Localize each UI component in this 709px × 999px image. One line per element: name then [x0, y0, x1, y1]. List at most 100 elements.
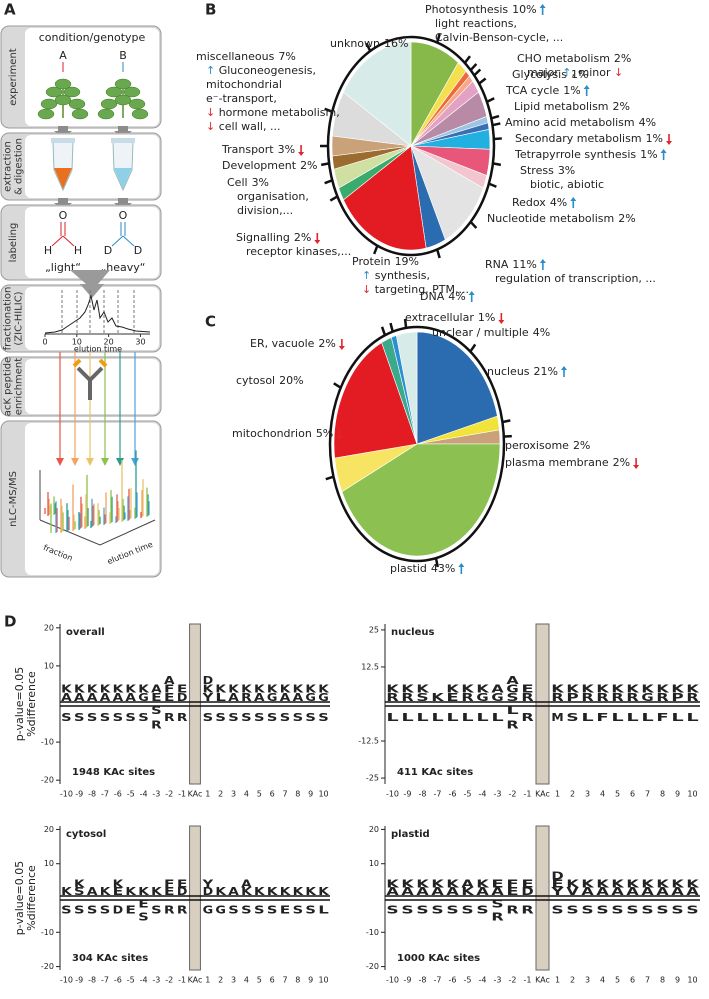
logo-letter: S	[293, 711, 304, 724]
flow-arrow	[54, 198, 72, 210]
logo-letter: G	[305, 691, 316, 704]
slice-label: RNA 11%	[485, 258, 537, 271]
x-tick-label: 4	[244, 976, 249, 985]
logo-letter: K	[151, 885, 162, 898]
slice-note: ↓ hormone metabolism,	[206, 106, 340, 119]
pie-tick	[493, 137, 502, 141]
logo-letter: L	[491, 711, 503, 724]
logo-letter: A	[446, 885, 459, 898]
logo-letter: S	[461, 904, 473, 917]
y-tick-label: 10	[44, 661, 54, 670]
logo-letter: K	[626, 683, 639, 696]
logo-letter: K	[641, 877, 654, 890]
logo-letter: S	[491, 897, 503, 910]
site-box	[189, 825, 201, 971]
x-tick-label: 9	[308, 976, 313, 985]
logo-letter: A	[626, 885, 639, 898]
logo-letter: S	[641, 904, 653, 917]
pie-tick	[320, 162, 330, 167]
category: Amino acid metabolism	[505, 116, 635, 129]
category: DNA	[420, 290, 445, 303]
pie-tick	[488, 182, 497, 188]
x-tick-label: 1	[555, 976, 560, 985]
slice-label: Nucleotide metabolism 2%	[487, 212, 636, 225]
x-tick-label: 9	[308, 790, 313, 799]
logo-letter: S	[74, 904, 85, 917]
pie-tick	[492, 122, 501, 127]
logo-letter: A	[61, 691, 72, 704]
logo-letter: K	[566, 683, 579, 696]
x-tick-label: 10	[318, 790, 328, 799]
logo-letter: K	[125, 885, 136, 898]
logo-letter: K	[431, 691, 444, 704]
logo-letter: K	[228, 683, 239, 696]
slice-label: DNA 4%	[420, 290, 466, 303]
trend-arrow	[336, 436, 343, 440]
logo-letter: M	[551, 711, 563, 724]
logo-letter: G	[641, 691, 653, 704]
logo-letter: G	[318, 691, 329, 704]
slice-label: Redox 4%	[512, 196, 567, 209]
slice-label: Lipid metabolism 2%	[514, 100, 630, 113]
logo-letter: K	[416, 683, 429, 696]
x-tick-label: -4	[479, 976, 487, 985]
antigen	[72, 358, 108, 368]
logo-letter: K	[87, 683, 98, 696]
value-label: 11%	[512, 258, 536, 271]
slice-label: Development 2%	[222, 159, 318, 172]
pie-tick	[380, 326, 387, 336]
logo-letter: G	[506, 683, 518, 696]
logo-letter: E	[491, 877, 503, 890]
leaf	[37, 108, 55, 120]
value-label: 2%	[300, 159, 317, 172]
logo-letter: S	[551, 904, 563, 917]
x-tick-label: -4	[479, 790, 487, 799]
value-label: 2%	[613, 100, 630, 113]
fraction-arrow	[86, 458, 94, 466]
logo-letter: E	[125, 904, 136, 917]
x-tick-label: 3	[585, 976, 590, 985]
leaf	[123, 86, 141, 98]
category: Transport	[221, 143, 274, 156]
logo-letter: S	[596, 904, 608, 917]
logo-letter: K	[74, 683, 85, 696]
logo-letter: S	[416, 691, 428, 704]
text-part: cell wall, ...	[215, 120, 280, 133]
logo-letter: L	[416, 711, 428, 724]
x-tick-label: -10	[386, 790, 399, 799]
logo-letter: K	[401, 683, 414, 696]
logo-letter: L	[215, 691, 226, 704]
value-label: 10%	[512, 3, 536, 16]
logo-letter: S	[686, 904, 698, 917]
fraction-arrow	[71, 458, 79, 466]
category: unknown	[330, 37, 380, 50]
logo-letter: D	[521, 885, 533, 898]
slice-note: organisation,	[237, 190, 309, 203]
leaf	[54, 78, 72, 90]
slice-note: ↓ cell wall, ...	[206, 120, 280, 133]
step-label: enrichment	[14, 358, 25, 415]
logo-letter: K	[596, 877, 609, 890]
leaf	[105, 86, 123, 98]
logo-letter: D	[113, 904, 124, 917]
y-axis-title: p-value=0.05	[13, 667, 26, 741]
logo-letter: A	[476, 885, 489, 898]
value-label: 1%	[571, 68, 588, 81]
x-tick-label: 1	[205, 976, 210, 985]
x-tick-label: 8	[295, 790, 300, 799]
logo-letter: S	[254, 711, 265, 724]
logo-letter: F	[164, 877, 175, 890]
pie-slice	[343, 145, 427, 251]
fraction-arrow	[131, 458, 139, 466]
site-count: 1000 KAc sites	[397, 953, 480, 964]
logo-letter: G	[215, 904, 226, 917]
pie-tick	[403, 318, 408, 329]
tube-cap	[51, 138, 75, 143]
slice-label: mitochondrion 5%	[232, 427, 333, 440]
x-tick-label: 7	[282, 790, 287, 799]
value-label: 2%	[614, 52, 631, 65]
text-part: major	[527, 66, 562, 79]
value-label: 4%	[550, 196, 567, 209]
logo-letter: G	[491, 691, 503, 704]
